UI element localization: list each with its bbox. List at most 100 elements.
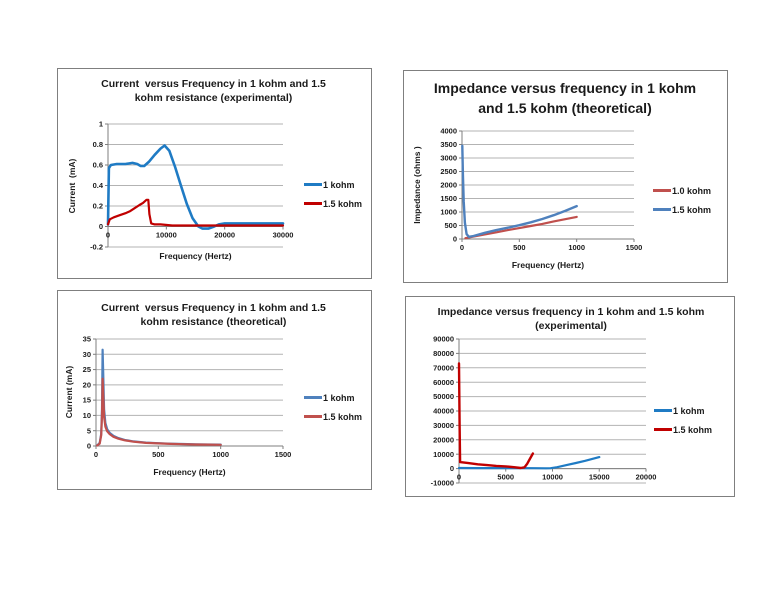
chart-current-theoretical: Current versus Frequency in 1 kohm and 1…: [57, 290, 372, 490]
x-tick-label: 0: [94, 450, 98, 459]
chart-title: Impedance versus frequency in 1 kohm and…: [433, 80, 700, 116]
legend-item-1.5-kohm: 1.5 kohm: [654, 420, 712, 439]
y-tick-label: 3500: [440, 140, 457, 149]
x-tick-label: 0: [460, 243, 464, 252]
x-tick-label: 1000: [568, 243, 585, 252]
series-line-1-kohm: [106, 144, 285, 230]
y-tick-label: 25: [83, 365, 91, 374]
y-tick-label: 35: [83, 335, 91, 344]
y-tick-label: 50000: [433, 392, 454, 401]
y-tick-label: 0.8: [93, 140, 103, 149]
y-tick-label: 60000: [433, 378, 454, 387]
y-tick-label: 0: [450, 464, 454, 473]
y-tick-label: 30: [83, 350, 91, 359]
y-tick-label: 0.6: [93, 161, 103, 170]
legend: 1 kohm 1.5 kohm: [304, 175, 362, 213]
y-tick-label: 90000: [433, 335, 454, 344]
x-tick-label: 15000: [589, 473, 610, 482]
legend: 1 kohm 1.5 kohm: [304, 388, 362, 426]
x-tick-label: 20000: [636, 473, 657, 482]
legend-item-1-kohm: 1 kohm: [304, 388, 362, 407]
legend-line-swatch: [654, 409, 672, 412]
plot-area-current-theoretical: 0 5 10 15 20 25 30 35 0 500 1000 1500: [83, 335, 292, 459]
legend-item-1.5-kohm: 1.5 kohm: [304, 407, 362, 426]
y-tick-label: 1500: [440, 194, 457, 203]
y-tick-label: 0: [453, 235, 457, 244]
y-axis-title: Impedance (ohms ): [412, 146, 422, 224]
y-tick-label: 500: [444, 221, 457, 230]
x-tick-label: 1500: [626, 243, 643, 252]
plot-area-impedance-experimental: -100000100002000030000400005000060000700…: [431, 335, 657, 488]
y-tick-label: 40000: [433, 407, 454, 416]
x-axis-title: Frequency (Hertz): [511, 260, 585, 270]
y-tick-label: 0.2: [93, 202, 103, 211]
y-tick-label: 70000: [433, 363, 454, 372]
x-tick-label: 500: [513, 243, 526, 252]
x-axis-title: Frequency (Hertz): [159, 251, 232, 261]
legend-item-1.0-kohm: 1.0 kohm: [653, 181, 711, 200]
series-line-1.5-kohm: [106, 198, 285, 227]
legend-line-swatch: [304, 415, 322, 418]
x-tick-label: 0: [106, 231, 110, 240]
series-line-1.5-kohm: [96, 377, 222, 447]
y-tick-label: 4000: [440, 127, 457, 136]
y-tick-label: 0.4: [93, 181, 104, 190]
y-tick-label: 1000: [440, 208, 457, 217]
legend-item-1-kohm: 1 kohm: [654, 401, 712, 420]
x-tick-label: 20000: [214, 231, 235, 240]
series-line-1-kohm: [457, 456, 601, 470]
series-line-1.5-kohm: [457, 362, 535, 470]
chart-title: Impedance versus frequency in 1 kohm and…: [437, 306, 708, 333]
legend: 1 kohm 1.5 kohm: [654, 401, 712, 439]
legend-line-swatch: [304, 183, 322, 186]
plot-area-current-experimental: -0.200.20.40.60.810 10000 20000 30000: [90, 120, 294, 252]
x-tick-label: 30000: [273, 231, 294, 240]
y-tick-label: -10000: [431, 479, 454, 488]
legend: 1.0 kohm 1.5 kohm: [653, 181, 711, 219]
legend-line-swatch: [653, 189, 671, 192]
legend-item-1-kohm: 1 kohm: [304, 175, 362, 194]
legend-label: 1.5 kohm: [323, 198, 363, 209]
legend-line-swatch: [304, 396, 322, 399]
chart-impedance-theoretical: Impedance versus frequency in 1 kohm and…: [403, 70, 728, 283]
legend-label: 1.5 kohm: [673, 424, 713, 435]
legend-label: 1 kohm: [673, 405, 705, 416]
x-tick-label: 500: [152, 450, 165, 459]
y-tick-label: 10: [83, 411, 91, 420]
series-line-1.0-kohm: [464, 215, 578, 240]
legend-item-1.5-kohm: 1.5 kohm: [653, 200, 711, 219]
chart-impedance-experimental: Impedance versus frequency in 1 kohm and…: [405, 296, 735, 497]
y-tick-label: 3000: [440, 154, 457, 163]
y-tick-label: 20: [83, 380, 91, 389]
y-axis-title: Current (mA): [67, 158, 77, 214]
plot-area-impedance-theoretical: 0 500 1000 1500 2000 2500 3000 3500 4000 0 500 1000…: [440, 127, 643, 252]
y-tick-label: 15: [83, 396, 91, 405]
y-tick-label: 1: [99, 120, 103, 129]
y-tick-label: 10000: [433, 450, 454, 459]
legend-label: 1.5 kohm: [672, 204, 712, 215]
y-tick-label: 2000: [440, 181, 457, 190]
x-axis-title: Frequency (Hertz): [153, 467, 226, 477]
y-tick-label: -0.2: [90, 243, 103, 252]
chart-title: Current versus Frequency in 1 kohm and 1…: [101, 78, 329, 105]
x-tick-label: 1500: [275, 450, 292, 459]
x-tick-label: 10000: [542, 473, 563, 482]
y-tick-label: 5: [87, 426, 91, 435]
legend-item-1.5-kohm: 1.5 kohm: [304, 194, 362, 213]
legend-label: 1.0 kohm: [672, 185, 712, 196]
y-tick-label: 80000: [433, 349, 454, 358]
x-tick-label: 10000: [156, 231, 177, 240]
legend-label: 1 kohm: [323, 179, 355, 190]
y-tick-label: 0: [87, 442, 91, 451]
x-tick-label: 0: [457, 473, 461, 482]
chart-current-experimental: Current versus Frequency in 1 kohm and 1…: [57, 68, 372, 279]
legend-label: 1.5 kohm: [323, 411, 363, 422]
legend-line-swatch: [654, 428, 672, 431]
legend-line-swatch: [653, 208, 671, 211]
chart-title: Current versus Frequency in 1 kohm and 1…: [101, 302, 329, 329]
series-line-1.5-kohm: [461, 144, 578, 239]
y-tick-label: 30000: [433, 421, 454, 430]
legend-line-swatch: [304, 202, 322, 205]
x-tick-label: 5000: [497, 473, 514, 482]
